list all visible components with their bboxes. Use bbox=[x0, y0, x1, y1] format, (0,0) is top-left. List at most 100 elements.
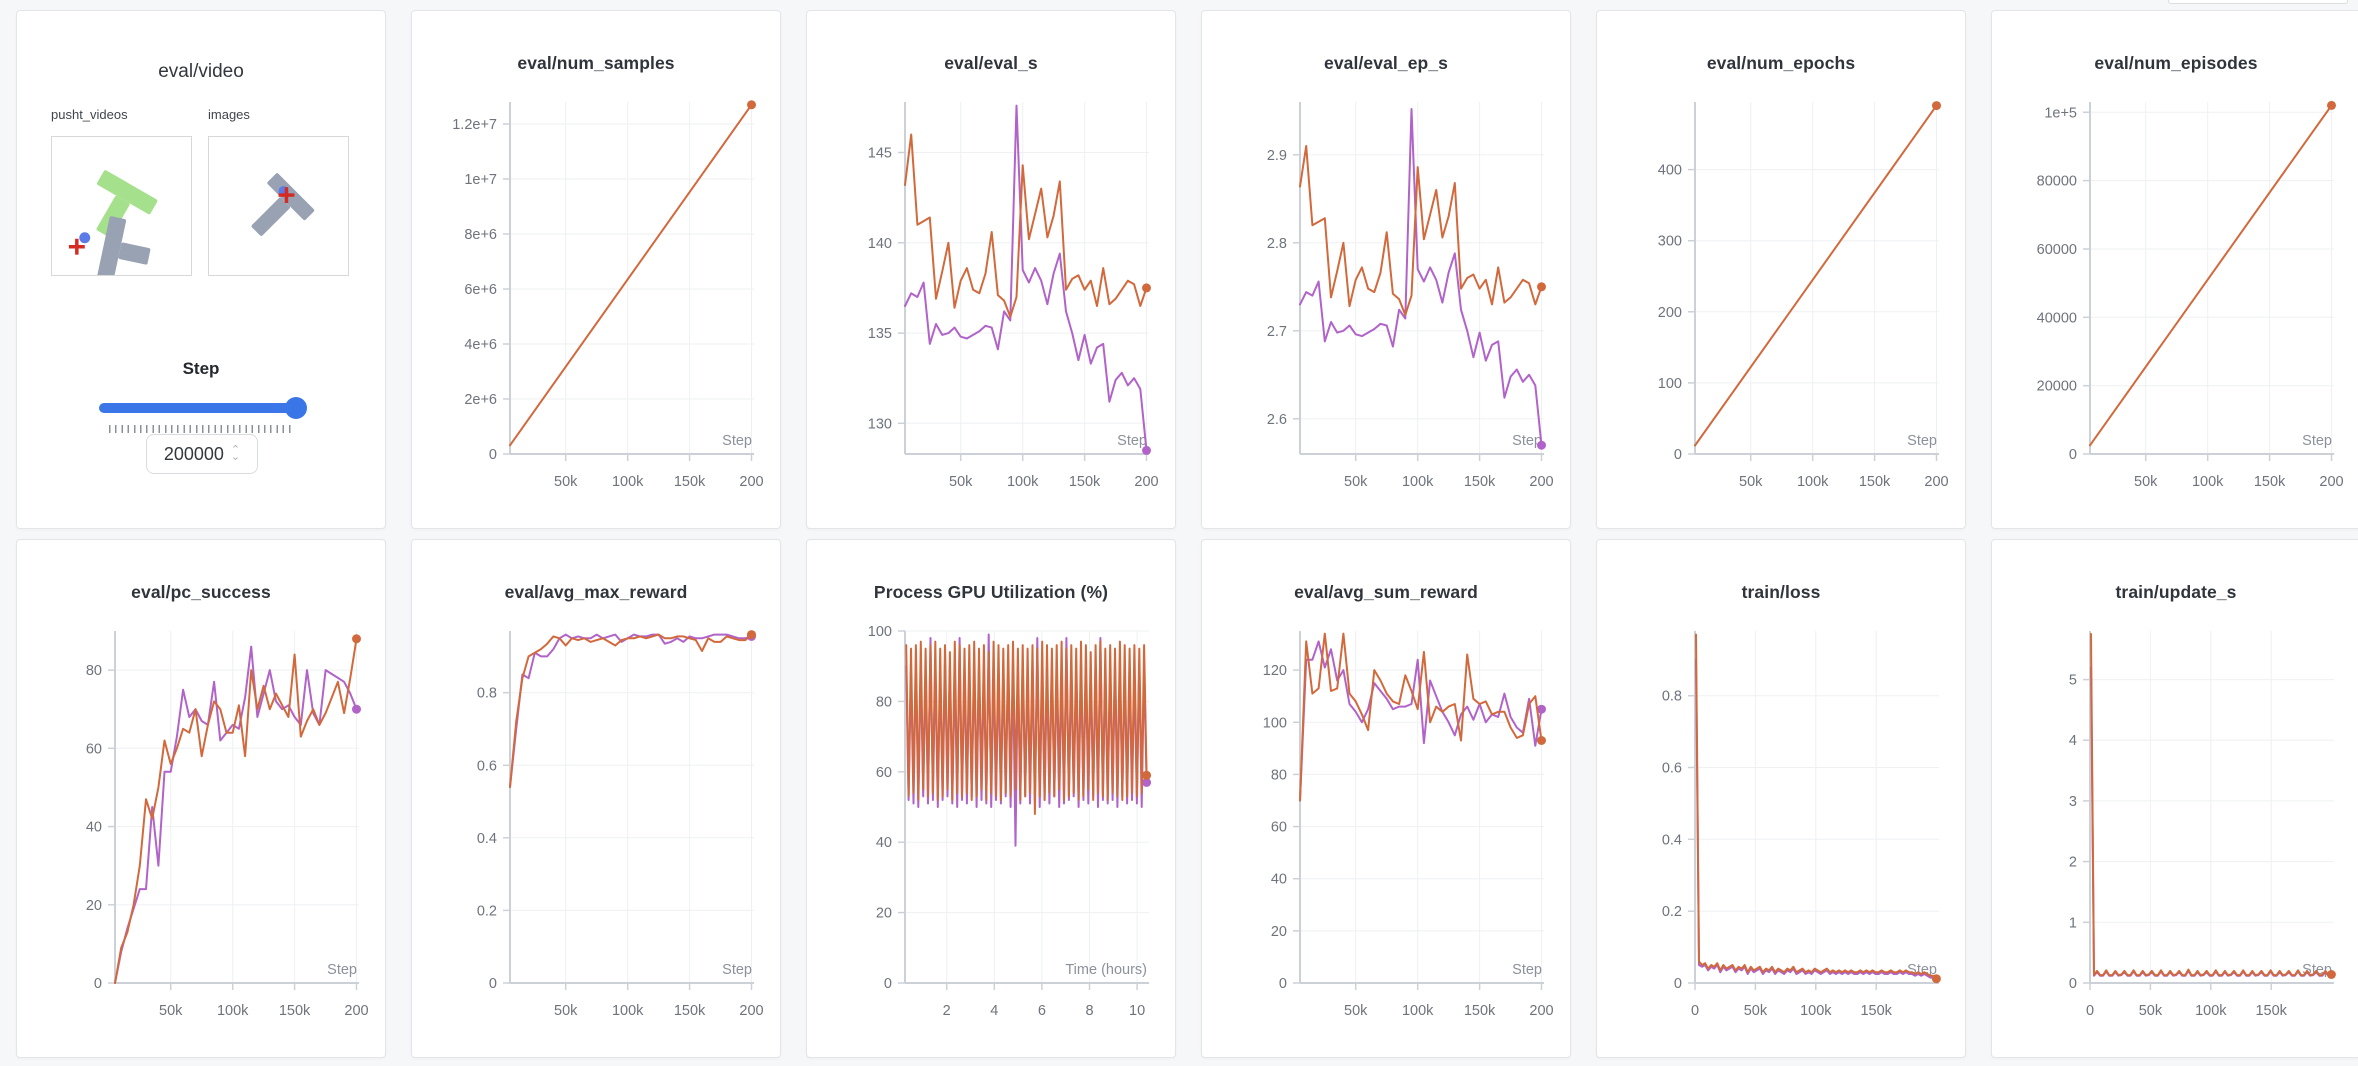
svg-text:0: 0 bbox=[2069, 447, 2077, 463]
svg-text:20000: 20000 bbox=[2037, 379, 2077, 395]
svg-text:4: 4 bbox=[990, 1003, 998, 1019]
svg-text:50k: 50k bbox=[554, 474, 578, 490]
line-chart[interactable]: 0 1 2 3 4 5 0 50k 100k 150k Step bbox=[2006, 623, 2358, 1040]
svg-text:1: 1 bbox=[2069, 915, 2077, 931]
chart-title: train/loss bbox=[1741, 582, 1821, 602]
media-panel-title: eval/video bbox=[158, 61, 244, 82]
svg-text:0.2: 0.2 bbox=[477, 903, 497, 919]
panel-eval-num-samples[interactable]: eval/num_samples 0 2e+6 4e+6 6e+6 8e+6 1e+7 1.… bbox=[411, 10, 781, 529]
line-chart[interactable]: 0 20000 40000 60000 80000 1e+5 50k 100k 150k 200 S… bbox=[2006, 94, 2358, 511]
svg-text:0: 0 bbox=[884, 976, 892, 992]
svg-text:140: 140 bbox=[868, 236, 892, 252]
svg-text:150k: 150k bbox=[1069, 474, 1101, 490]
svg-text:0.6: 0.6 bbox=[477, 758, 497, 774]
panel-eval-num-episodes[interactable]: eval/num_episodes 0 20000 40000 60000 80000 1… bbox=[1991, 10, 2358, 529]
line-chart[interactable]: 0 0.2 0.4 0.6 0.8 50k 100k 150k 200 Step bbox=[426, 623, 780, 1040]
pusht-scene-icon bbox=[251, 173, 315, 236]
svg-text:100k: 100k bbox=[1007, 474, 1039, 490]
panel-process-gpu-utilization[interactable]: Process GPU Utilization (%) 0 20 40 60 80 100… bbox=[806, 539, 1176, 1058]
svg-text:200: 200 bbox=[739, 1003, 763, 1019]
svg-text:150k: 150k bbox=[1464, 474, 1496, 490]
stepper-down-icon[interactable]: ⌄ bbox=[230, 451, 241, 463]
panel-eval-num-epochs[interactable]: eval/num_epochs 0 100 200 300 400 50k 100k 150k… bbox=[1596, 10, 1966, 529]
svg-text:1e+5: 1e+5 bbox=[2044, 105, 2077, 121]
svg-text:100k: 100k bbox=[612, 1003, 644, 1019]
line-chart[interactable]: 0 0.2 0.4 0.6 0.8 0 50k 100k 150k Step bbox=[1611, 623, 1965, 1040]
svg-text:300: 300 bbox=[1658, 234, 1682, 250]
svg-text:50k: 50k bbox=[1744, 1003, 1768, 1019]
svg-text:2.8: 2.8 bbox=[1267, 236, 1287, 252]
svg-text:0.2: 0.2 bbox=[1662, 904, 1682, 920]
svg-text:4e+6: 4e+6 bbox=[464, 337, 497, 353]
panel-eval-video[interactable]: eval/video pusht_videos images bbox=[16, 10, 386, 529]
svg-text:0: 0 bbox=[1674, 447, 1682, 463]
svg-text:0: 0 bbox=[2069, 976, 2077, 992]
svg-text:60000: 60000 bbox=[2037, 242, 2077, 258]
pusht-video-thumbnail[interactable] bbox=[51, 136, 192, 282]
svg-text:150k: 150k bbox=[1464, 1003, 1496, 1019]
svg-text:0.6: 0.6 bbox=[1662, 761, 1682, 777]
svg-text:6: 6 bbox=[1038, 1003, 1046, 1019]
line-chart[interactable]: 0 20 40 60 80 100 2 4 6 8 10 Time (hours) bbox=[821, 623, 1175, 1040]
chart-title: eval/avg_sum_reward bbox=[1294, 582, 1478, 602]
svg-text:40: 40 bbox=[86, 820, 102, 836]
svg-text:5: 5 bbox=[2069, 673, 2077, 689]
stepper-icons[interactable]: ⌃ ⌄ bbox=[230, 444, 241, 463]
svg-text:40: 40 bbox=[1271, 872, 1287, 888]
chart-title: eval/num_samples bbox=[517, 53, 675, 73]
svg-text:Step: Step bbox=[1117, 433, 1147, 449]
line-chart[interactable]: 0 2e+6 4e+6 6e+6 8e+6 1e+7 1.2e+7 50k 100k 150k 20… bbox=[426, 94, 780, 511]
panel-eval-avg-max-reward[interactable]: eval/avg_max_reward 0 0.2 0.4 0.6 0.8 50k 100k… bbox=[411, 539, 781, 1058]
svg-text:10: 10 bbox=[1129, 1003, 1145, 1019]
svg-text:20: 20 bbox=[876, 906, 892, 922]
step-slider-thumb[interactable] bbox=[285, 397, 307, 419]
svg-text:80000: 80000 bbox=[2037, 174, 2077, 190]
svg-text:200: 200 bbox=[1134, 474, 1158, 490]
line-chart[interactable]: 0 100 200 300 400 50k 100k 150k 200 Step bbox=[1611, 94, 1965, 511]
stepper-up-icon[interactable]: ⌃ bbox=[230, 444, 241, 456]
svg-text:150k: 150k bbox=[2254, 474, 2286, 490]
panel-eval-pc-success[interactable]: eval/pc_success 0 20 40 60 80 50k 100k 150k 200 S… bbox=[16, 539, 386, 1058]
svg-text:2.9: 2.9 bbox=[1267, 148, 1287, 164]
step-slider-ruler bbox=[109, 425, 295, 433]
chart-title: eval/num_episodes bbox=[2094, 53, 2258, 73]
svg-text:130: 130 bbox=[868, 416, 892, 432]
svg-text:2: 2 bbox=[2069, 855, 2077, 871]
chart-title: eval/eval_s bbox=[944, 53, 1038, 73]
svg-text:20: 20 bbox=[86, 898, 102, 914]
svg-text:50k: 50k bbox=[949, 474, 973, 490]
panel-train-update-s[interactable]: train/update_s 0 1 2 3 4 5 0 50k 100k 150k Step bbox=[1991, 539, 2358, 1058]
svg-text:8e+6: 8e+6 bbox=[464, 227, 497, 243]
svg-text:Step: Step bbox=[327, 962, 357, 978]
panel-eval-eval-ep-s[interactable]: eval/eval_ep_s 2.6 2.7 2.8 2.9 50k 100k 150k 20… bbox=[1201, 10, 1571, 529]
svg-text:0: 0 bbox=[489, 447, 497, 463]
svg-text:60: 60 bbox=[876, 765, 892, 781]
svg-text:Step: Step bbox=[1512, 433, 1542, 449]
svg-text:200: 200 bbox=[1529, 1003, 1553, 1019]
panel-eval-avg-sum-reward[interactable]: eval/avg_sum_reward 0 20 40 60 80 100 120 50k 10… bbox=[1201, 539, 1571, 1058]
panel-eval-eval-s[interactable]: eval/eval_s 130 135 140 145 50k 100k 150k 200 St… bbox=[806, 10, 1176, 529]
svg-text:150k: 150k bbox=[1859, 474, 1891, 490]
svg-text:145: 145 bbox=[868, 146, 892, 162]
line-chart[interactable]: 0 20 40 60 80 100 120 50k 100k 150k 200 Step bbox=[1216, 623, 1570, 1040]
step-slider-track[interactable] bbox=[99, 397, 307, 419]
line-chart[interactable]: 2.6 2.7 2.8 2.9 50k 100k 150k 200 Step bbox=[1216, 94, 1570, 511]
pusht-image-thumbnail[interactable] bbox=[208, 136, 349, 276]
svg-text:80: 80 bbox=[1271, 767, 1287, 783]
svg-text:80: 80 bbox=[876, 694, 892, 710]
panel-train-loss[interactable]: train/loss 0 0.2 0.4 0.6 0.8 0 50k 100k 150k Step bbox=[1596, 539, 1966, 1058]
step-value-input[interactable]: 200000 ⌃ ⌄ bbox=[146, 434, 258, 474]
svg-text:1e+7: 1e+7 bbox=[464, 172, 497, 188]
svg-text:200: 200 bbox=[1529, 474, 1553, 490]
svg-text:100: 100 bbox=[1658, 376, 1682, 392]
line-chart[interactable]: 0 20 40 60 80 50k 100k 150k 200 Step bbox=[31, 623, 385, 1040]
line-chart[interactable]: 130 135 140 145 50k 100k 150k 200 Step bbox=[821, 94, 1175, 511]
svg-text:50k: 50k bbox=[2134, 474, 2158, 490]
svg-text:200: 200 bbox=[1924, 474, 1948, 490]
svg-text:150k: 150k bbox=[279, 1003, 311, 1019]
svg-text:50k: 50k bbox=[1739, 474, 1763, 490]
svg-text:60: 60 bbox=[1271, 820, 1287, 836]
svg-text:0.8: 0.8 bbox=[477, 686, 497, 702]
svg-text:100: 100 bbox=[868, 624, 892, 640]
chart-title: eval/pc_success bbox=[131, 582, 271, 602]
